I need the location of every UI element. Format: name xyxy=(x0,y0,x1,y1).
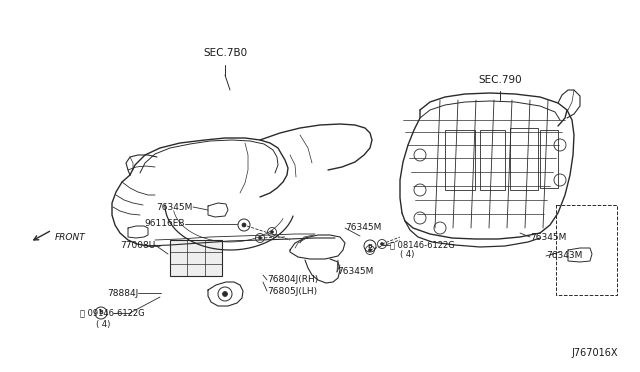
Text: 96116EB: 96116EB xyxy=(145,219,185,228)
Text: SEC.7B0: SEC.7B0 xyxy=(203,48,247,58)
Bar xyxy=(170,240,222,276)
Text: J767016X: J767016X xyxy=(572,348,618,358)
Text: B: B xyxy=(99,311,104,315)
Text: 77008U: 77008U xyxy=(120,241,155,250)
Text: FRONT: FRONT xyxy=(55,232,86,241)
Text: ( 4): ( 4) xyxy=(96,320,110,328)
Bar xyxy=(540,130,558,188)
Text: 76343M: 76343M xyxy=(546,251,582,260)
Circle shape xyxy=(381,243,383,246)
Circle shape xyxy=(369,248,371,251)
Circle shape xyxy=(271,231,273,234)
Text: Ⓑ 08146-6122G: Ⓑ 08146-6122G xyxy=(390,241,455,250)
Text: SEC.790: SEC.790 xyxy=(478,75,522,85)
Text: 76345M: 76345M xyxy=(337,267,373,276)
Text: 76345M: 76345M xyxy=(530,232,566,241)
Text: B: B xyxy=(367,244,372,248)
Text: 76804J(RH): 76804J(RH) xyxy=(267,276,318,285)
Text: 78884J: 78884J xyxy=(107,289,138,298)
Text: ( 4): ( 4) xyxy=(400,250,414,260)
Circle shape xyxy=(259,237,262,240)
Text: 76805J(LH): 76805J(LH) xyxy=(267,286,317,295)
Text: Ⓑ 09146-6122G: Ⓑ 09146-6122G xyxy=(80,308,145,317)
Bar xyxy=(510,128,538,190)
Circle shape xyxy=(242,223,246,227)
Circle shape xyxy=(223,292,227,296)
Text: 76345M: 76345M xyxy=(345,222,381,231)
Bar xyxy=(480,130,505,190)
Bar xyxy=(445,130,475,190)
Text: 76345M: 76345M xyxy=(157,202,193,212)
